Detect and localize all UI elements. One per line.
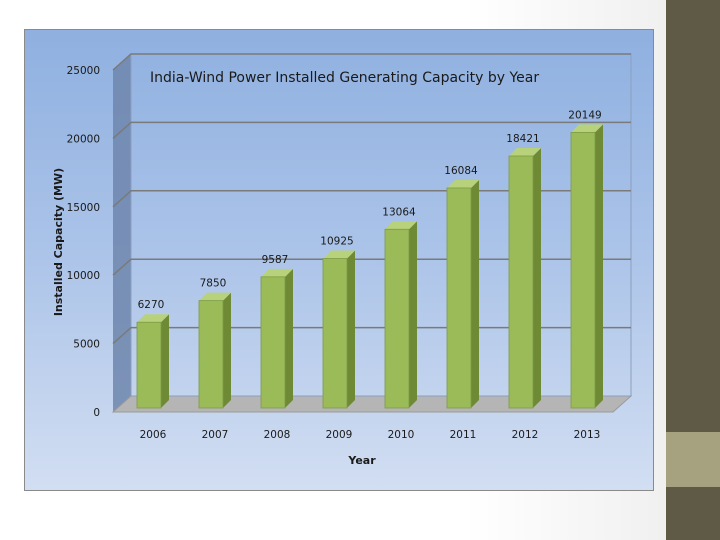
bar-side [595,124,603,408]
gridline [112,121,631,139]
chart-walls [111,53,633,413]
bar-front [136,321,162,409]
bar-side [223,292,231,408]
bar [570,124,603,409]
bar-top [261,268,293,277]
x-tick-label: 2012 [512,429,539,441]
bar-side [533,148,541,408]
data-label: 6270 [138,299,165,311]
bar-top [323,250,355,259]
data-label: 20149 [568,109,601,121]
bars [136,124,603,409]
y-tick-label: 15000 [67,202,100,214]
y-tick-label: 0 [93,407,100,419]
y-tick-label: 10000 [67,270,100,282]
bar-front [198,300,224,409]
bar [384,221,417,409]
slide-side-bar-accent [666,432,720,487]
bar-side [471,179,479,408]
bar-side [161,314,169,408]
x-tick-label: 2006 [140,429,167,441]
chart-title: India-Wind Power Installed Generating Ca… [150,70,539,86]
y-tick-label: 5000 [73,339,100,351]
x-tick-label: 2011 [450,429,477,441]
bar-top [571,124,603,133]
data-label: 10925 [320,236,353,248]
chart-floor [111,395,633,413]
bar [508,148,541,409]
bar-side [285,268,293,408]
data-labels: 6270 7850 9587 10925 13064 16084 18421 20149 [138,109,602,311]
data-label: 13064 [382,206,416,218]
y-axis-title: Installed Capacity (MW) [52,168,65,316]
x-tick-labels: 2006 2007 2008 2009 2010 2011 2012 2013 [140,429,601,441]
x-tick-label: 2008 [264,429,291,441]
bar-front [384,228,410,409]
y-tick-labels: 0 5000 10000 15000 20000 25000 [67,65,100,419]
bar-side [347,250,355,408]
x-axis-title: Year [347,454,376,467]
bar-top [447,179,479,188]
bar-top [385,221,417,230]
gridline [112,258,631,276]
bar [260,268,293,409]
chart-side-wall [113,54,131,412]
bar-side [409,221,417,408]
bar [322,250,355,409]
y-tick-label: 25000 [67,65,100,77]
bar [198,292,231,409]
bar-top [137,314,169,323]
bar-front [260,276,286,409]
x-tick-label: 2013 [574,429,601,441]
data-label: 16084 [444,165,478,177]
data-label: 9587 [262,254,289,266]
gridline [112,190,631,208]
y-tick-label: 20000 [67,133,100,145]
data-label: 18421 [506,133,539,145]
bar [446,179,479,409]
bar-front [508,155,534,409]
gridline [112,326,631,345]
x-tick-label: 2007 [202,429,229,441]
gridline [112,53,631,71]
bar-top [199,292,231,301]
gridlines [112,53,631,345]
bar-front [446,187,472,409]
x-tick-label: 2009 [326,429,353,441]
bar [136,314,169,409]
bar-top [509,148,541,157]
x-tick-label: 2010 [388,429,415,441]
bar-front [322,258,348,409]
data-label: 7850 [200,278,227,290]
bar-front [570,131,596,409]
